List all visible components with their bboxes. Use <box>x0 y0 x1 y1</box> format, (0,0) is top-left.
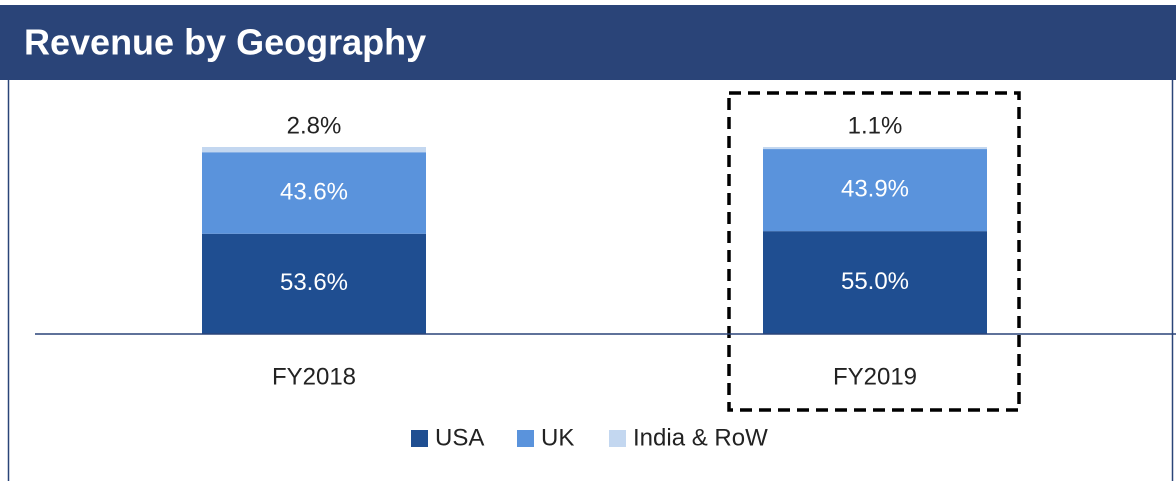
value-label: 55.0% <box>841 268 909 295</box>
value-label: 43.9% <box>841 175 909 202</box>
chart-title: Revenue by Geography <box>24 22 426 63</box>
value-label: 53.6% <box>280 269 348 296</box>
bar-segment <box>763 147 987 150</box>
legend-swatch <box>609 430 626 447</box>
x-tick-label: FY2018 <box>272 363 356 390</box>
x-tick-label: FY2019 <box>833 363 917 390</box>
value-label: 1.1% <box>848 112 903 139</box>
bar-segment <box>202 233 426 334</box>
legend-label: India & RoW <box>633 424 768 451</box>
legend-swatch <box>411 430 428 447</box>
value-label: 43.6% <box>280 178 348 205</box>
bar-segment <box>202 147 426 153</box>
header-bar <box>0 5 1176 80</box>
legend-label: USA <box>435 424 484 451</box>
bar-segment <box>202 152 426 234</box>
legend-swatch <box>517 430 534 447</box>
highlight-box <box>727 91 1021 412</box>
bar-segment <box>763 231 987 334</box>
value-label: 2.8% <box>287 112 342 139</box>
legend-label: UK <box>541 424 574 451</box>
bar-segment <box>763 149 987 232</box>
